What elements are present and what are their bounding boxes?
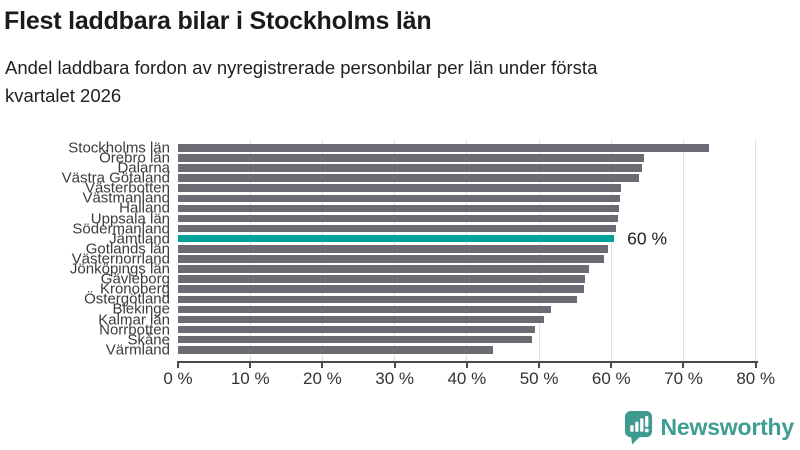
gridline	[755, 140, 757, 361]
x-axis-tick-label: 70 %	[664, 369, 703, 388]
y-axis-label: Västernorrland	[71, 250, 170, 268]
y-axis-label: Kronoberg	[99, 280, 170, 298]
bar	[178, 174, 639, 182]
y-axis-label: Gotlands län	[85, 240, 170, 258]
x-axis-tick	[393, 362, 396, 368]
x-axis-tick-label: 20 %	[303, 369, 342, 388]
brand-logo: Newsworthy	[623, 408, 794, 446]
horizontal-bar-chart: Stockholms län Örebro län Dalarna Västra Gö…	[61, 139, 776, 388]
chart-subtitle: Andel laddbara fordon av nyregistrerade …	[5, 54, 597, 110]
bar	[178, 315, 545, 324]
bar	[178, 325, 536, 334]
bar	[178, 194, 620, 203]
x-axis-tick	[177, 362, 179, 368]
x-axis-tick-label: 50 %	[519, 369, 559, 388]
bar	[178, 275, 585, 283]
subtitle-line-2: kvartalet 2026	[5, 85, 122, 106]
y-axis-label: Stockholms län	[68, 139, 170, 157]
y-axis-label: Jönköpings län	[69, 260, 170, 278]
bar	[178, 265, 589, 273]
y-axis-label: Jämtland	[109, 230, 170, 248]
x-axis-tick-label: 80 %	[736, 369, 776, 388]
brand-name: Newsworthy	[660, 413, 795, 440]
y-axis-label: Gävleborg	[100, 270, 170, 288]
bar	[178, 184, 622, 192]
highlight-value-label: 60 %	[627, 228, 668, 249]
x-axis-tick-label: 10 %	[230, 369, 270, 388]
newsworthy-logo-icon	[624, 411, 652, 445]
x-axis-tick	[682, 362, 685, 368]
bar	[178, 204, 620, 213]
y-axis-label: Östergötland	[84, 290, 170, 308]
x-axis-tick	[610, 362, 613, 368]
bar	[178, 346, 493, 354]
y-axis-label: Halland	[119, 199, 170, 217]
x-axis-tick	[754, 362, 757, 368]
y-axis-label: Dalarna	[117, 159, 170, 177]
bar	[178, 305, 552, 314]
bar	[178, 164, 642, 172]
bar	[178, 154, 644, 162]
x-axis-tick	[249, 362, 252, 368]
bar	[178, 285, 584, 293]
bar	[178, 214, 618, 223]
y-axis-label: Uppsala län	[90, 210, 170, 227]
y-axis-label: Skåne	[127, 331, 170, 349]
bar	[178, 295, 578, 304]
y-axis-label: Norrbotten	[99, 321, 170, 339]
x-axis-tick	[321, 362, 324, 368]
x-axis-tick-label: 40 %	[447, 369, 487, 388]
page-title: Flest laddbara bilar i Stockholms län	[4, 7, 432, 35]
y-axis-label: Västerbotten	[84, 179, 170, 197]
bar	[178, 224, 617, 233]
y-axis-label: Södermanland	[72, 220, 170, 238]
x-axis-tick-label: 60 %	[591, 369, 631, 388]
y-axis-label: Värmland	[105, 341, 170, 359]
bar	[178, 255, 605, 263]
bar-highlighted	[178, 234, 615, 243]
x-axis-tick-label: 0 %	[163, 369, 193, 388]
bar	[178, 335, 532, 344]
gridline	[610, 140, 612, 361]
x-axis-tick	[465, 362, 468, 368]
gridline	[682, 140, 684, 361]
y-axis-label: Västra Götaland	[61, 169, 170, 187]
x-axis-tick	[538, 362, 541, 368]
y-axis-label: Örebro län	[99, 149, 170, 167]
subtitle-line-1: Andel laddbara fordon av nyregistrerade …	[5, 57, 598, 78]
y-axis-label: Västmanland	[82, 189, 170, 207]
y-axis-label: Blekinge	[112, 300, 170, 318]
y-axis-label: Kalmar län	[98, 311, 170, 328]
x-axis-tick-label: 30 %	[375, 369, 414, 388]
bar	[178, 144, 709, 152]
bar	[178, 245, 608, 253]
